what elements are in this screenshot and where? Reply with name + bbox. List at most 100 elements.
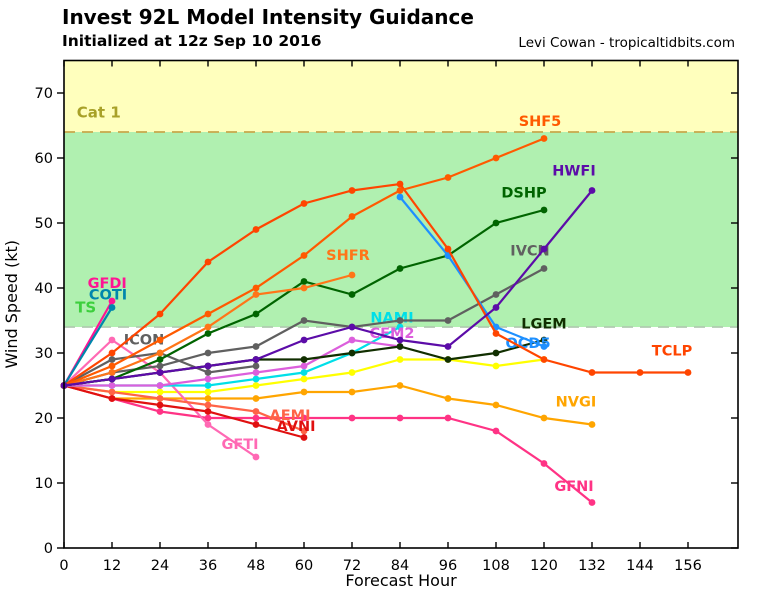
data-point-CEM2-36h bbox=[204, 375, 212, 383]
data-point-IVCN-108h bbox=[492, 291, 500, 298]
data-point-GFNI-132h bbox=[588, 499, 596, 506]
data-point-GFNI-72h bbox=[348, 414, 356, 422]
y-tick-label-40: 40 bbox=[35, 281, 53, 297]
data-point-SHF5-72h bbox=[348, 213, 356, 220]
series-label-AEMI: AEMI bbox=[270, 408, 311, 424]
data-point-TCLP-84h bbox=[396, 180, 404, 188]
data-point-DSHP-72h bbox=[348, 291, 356, 298]
series-label-LGEM: LGEM bbox=[521, 316, 566, 332]
series-label-COTI: COTI bbox=[89, 288, 127, 304]
data-point-AVNI-48h bbox=[252, 421, 260, 428]
x-tick-label-36: 36 bbox=[199, 558, 217, 574]
data-point-NVGI-120h bbox=[540, 414, 548, 422]
band-cat-1 bbox=[64, 60, 738, 132]
data-point-NVGI-60h bbox=[300, 388, 308, 396]
data-point-SHF5-96h bbox=[444, 174, 452, 181]
data-point-COTI-12h bbox=[108, 304, 116, 311]
data-point-HWFI-48h bbox=[252, 356, 260, 363]
data-point-AVNI-60h bbox=[300, 434, 308, 441]
data-point-NVGI-72h bbox=[348, 388, 356, 396]
data-point-AVNI-36h bbox=[204, 408, 212, 415]
data-point-NVGI-84h bbox=[396, 382, 404, 389]
series-line-COTI bbox=[63, 306, 113, 387]
data-point-NAMI-84h bbox=[396, 323, 404, 331]
series-HWFI: HWFI bbox=[60, 164, 596, 389]
data-point-TCLP-108h bbox=[492, 330, 500, 337]
series-AEMI: AEMI bbox=[60, 382, 311, 435]
series-TCLP: TCLP bbox=[60, 180, 693, 389]
data-point-TCLP-48h bbox=[252, 226, 260, 233]
data-point-TCLP-144h bbox=[636, 369, 644, 376]
x-tick-label-84: 84 bbox=[391, 558, 409, 574]
data-point-IVCN-60h bbox=[300, 317, 308, 324]
data-point-NVGI-108h bbox=[492, 401, 500, 409]
data-point-SHFR-48h bbox=[252, 291, 260, 298]
credit-text: Levi Cowan - tropicaltidbits.com bbox=[518, 35, 735, 51]
data-point-HWFI-72h bbox=[348, 323, 356, 331]
data-point-DSHP-84h bbox=[396, 265, 404, 272]
data-point-AVNI-12h bbox=[108, 395, 116, 402]
data-point-NAMI-48h bbox=[252, 375, 260, 383]
data-point-AEMI-48h bbox=[252, 408, 260, 415]
series-label-TCLP: TCLP bbox=[652, 344, 693, 360]
x-tick-label-132: 132 bbox=[578, 558, 606, 574]
data-point-unlabeled-yellow-84h bbox=[396, 356, 404, 363]
data-point-NVGI-48h bbox=[252, 395, 260, 402]
series-SHF5: SHF5 bbox=[60, 114, 561, 389]
data-point-IVCN-24h bbox=[156, 362, 164, 370]
x-tick-label-48: 48 bbox=[247, 558, 265, 574]
data-point-SHFR-60h bbox=[300, 284, 308, 292]
series-line-CEM2 bbox=[64, 338, 401, 387]
data-point-CEM2-24h bbox=[156, 382, 164, 389]
data-point-GFNI-24h bbox=[156, 408, 164, 415]
series-label-GFDI: GFDI bbox=[88, 276, 127, 292]
data-point-HWFI-60h bbox=[300, 336, 308, 344]
data-point-TCLP-156h bbox=[684, 369, 692, 376]
data-point-SHF5-48h bbox=[252, 284, 260, 292]
data-point-GFTI-48h bbox=[252, 453, 260, 461]
page-title: Invest 92L Model Intensity Guidance bbox=[62, 5, 474, 29]
x-tick-label-72: 72 bbox=[343, 558, 361, 574]
series-label-HWFI: HWFI bbox=[552, 164, 595, 180]
data-point-SHFR-36h bbox=[204, 323, 212, 331]
data-point-HWFI-132h bbox=[588, 187, 596, 194]
x-tick-label-144: 144 bbox=[626, 558, 654, 574]
data-point-GFNI-108h bbox=[492, 427, 500, 435]
series-line-AVNI bbox=[63, 384, 305, 439]
x-tick-label-24: 24 bbox=[151, 558, 169, 574]
data-point-AEMI-24h bbox=[156, 395, 164, 402]
series-line-AEMI bbox=[63, 384, 305, 433]
data-point-LGEM-84h bbox=[396, 343, 404, 350]
band-label-cat-1: Cat 1 bbox=[77, 104, 121, 122]
data-point-IVCN-48h bbox=[252, 343, 260, 350]
series-label-OCD5: OCD5 bbox=[505, 336, 550, 352]
data-point-GFNI-120h bbox=[540, 460, 548, 467]
data-point-TCLP-36h bbox=[204, 258, 212, 266]
data-point-LGEM-96h bbox=[444, 356, 452, 363]
x-tick-label-120: 120 bbox=[530, 558, 558, 574]
data-point-TCLP-12h bbox=[108, 349, 116, 357]
data-point-NAMI-60h bbox=[300, 369, 308, 376]
data-point-SHF5-60h bbox=[300, 252, 308, 259]
data-point-LGEM-72h bbox=[348, 349, 356, 357]
data-point-LGEM-108h bbox=[492, 349, 500, 357]
data-point-NVGI-132h bbox=[588, 421, 596, 428]
data-point-HWFI-24h bbox=[156, 369, 164, 376]
data-point-DSHP-48h bbox=[252, 310, 260, 318]
series-IVCN: IVCN bbox=[60, 244, 550, 389]
data-point-TCLP-132h bbox=[588, 369, 596, 376]
band-label-ts: TS bbox=[75, 299, 96, 317]
y-tick-label-0: 0 bbox=[44, 541, 53, 557]
data-point-AEMI-36h bbox=[204, 401, 212, 409]
data-point-SHF5-108h bbox=[492, 154, 500, 162]
series-label-DSHP: DSHP bbox=[501, 186, 547, 202]
series-label-GFNI: GFNI bbox=[554, 479, 593, 495]
x-tick-label-108: 108 bbox=[482, 558, 510, 574]
data-point-ICON-36h bbox=[204, 369, 212, 376]
data-point-HWFI-84h bbox=[396, 336, 404, 344]
data-point-unlabeled-yellow-48h bbox=[252, 382, 260, 389]
x-axis-label: Forecast Hour bbox=[345, 571, 457, 590]
chart-subtitle: Initialized at 12z Sep 10 2016 bbox=[62, 32, 322, 50]
data-point-ICON-12h bbox=[108, 356, 116, 363]
data-point-TCLP-72h bbox=[348, 187, 356, 194]
